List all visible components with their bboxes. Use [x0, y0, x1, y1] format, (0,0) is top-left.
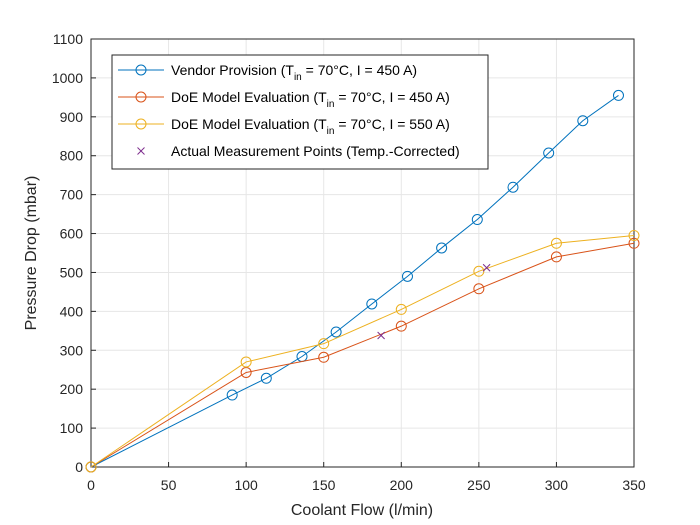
x-tick-label: 0 [87, 477, 95, 493]
legend-item: DoE Model Evaluation (Tin = 70°C, I = 55… [118, 116, 450, 137]
legend-label-subscript: in [294, 72, 302, 83]
legend-marker [135, 64, 147, 76]
data-point [628, 237, 640, 249]
data-point [240, 366, 252, 378]
legend: Vendor Provision (Tin = 70°C, I = 450 A)… [111, 54, 489, 170]
y-tick-label: 0 [75, 459, 83, 475]
series-3 [85, 229, 640, 473]
legend-item: Vendor Provision (Tin = 70°C, I = 450 A) [118, 62, 417, 83]
x-tick-label: 300 [545, 477, 569, 493]
y-tick-label: 600 [60, 226, 84, 242]
data-point [395, 303, 407, 315]
legend-label-part: DoE Model Evaluation (T [171, 116, 327, 132]
y-tick-label: 900 [60, 109, 84, 125]
x-tick-label: 100 [234, 477, 258, 493]
legend-label-part: = 70°C, I = 450 A) [302, 62, 417, 78]
legend-marker [135, 118, 147, 130]
data-point [240, 356, 252, 368]
marker-stroke [377, 331, 385, 340]
data-point [401, 270, 413, 282]
legend-marker [135, 91, 147, 103]
data-point [507, 181, 519, 193]
y-tick-label: 1100 [53, 31, 83, 47]
data-point [482, 263, 491, 272]
legend-marker [137, 147, 145, 155]
x-axis-label: Coolant Flow (l/min) [291, 502, 433, 519]
x-tick-label: 50 [161, 477, 177, 493]
marker-stroke [482, 263, 491, 272]
legend-label: DoE Model Evaluation (Tin = 70°C, I = 45… [171, 89, 450, 110]
series-line [90, 242, 635, 468]
data-point [366, 298, 378, 310]
data-point [543, 147, 555, 159]
y-tick-label: 400 [60, 303, 84, 319]
data-point [471, 214, 483, 226]
series-line [90, 234, 635, 468]
data-point [577, 115, 589, 127]
data-point [628, 229, 640, 241]
legend-item: Actual Measurement Points (Temp.-Correct… [137, 143, 460, 159]
legend-box [111, 54, 489, 170]
marker-stroke [137, 147, 145, 155]
legend-label: Actual Measurement Points (Temp.-Correct… [171, 143, 460, 159]
data-point [550, 237, 562, 249]
series-1 [85, 89, 624, 473]
y-tick-label: 500 [60, 264, 84, 280]
y-tick-label: 800 [60, 148, 84, 164]
data-point [612, 89, 624, 101]
legend-label: Vendor Provision (Tin = 70°C, I = 450 A) [171, 62, 417, 83]
axis-ticks: 0 50 100 150 200 250 300 350 0 100 200 300 400 500 600… [52, 31, 646, 493]
legend-label-subscript: in [327, 126, 335, 137]
x-tick-label: 350 [622, 477, 646, 493]
series-group [85, 89, 640, 473]
data-point [330, 326, 342, 338]
y-tick-label: 100 [60, 420, 84, 436]
series-4 [377, 263, 491, 340]
legend-label-part: = 70°C, I = 550 A) [334, 116, 449, 132]
y-tick-label: 700 [60, 187, 84, 203]
y-axis-label: Pressure Drop (mbar) [23, 176, 40, 331]
legend-label-part: Actual Measurement Points (Temp.-Correct… [171, 143, 460, 159]
data-point [473, 283, 485, 295]
x-tick-label: 250 [467, 477, 491, 493]
data-point [377, 331, 385, 340]
legend-label-part: = 70°C, I = 450 A) [334, 89, 449, 105]
data-point [318, 351, 330, 363]
x-tick-label: 200 [390, 477, 414, 493]
data-point [473, 265, 485, 277]
data-point [226, 389, 238, 401]
y-tick-label: 300 [60, 342, 84, 358]
data-point [318, 338, 330, 350]
data-point [395, 320, 407, 332]
data-point [85, 461, 97, 473]
data-point [550, 251, 562, 263]
legend-item: DoE Model Evaluation (Tin = 70°C, I = 45… [118, 89, 450, 110]
legend-label-subscript: in [327, 99, 335, 110]
legend-label: DoE Model Evaluation (Tin = 70°C, I = 55… [171, 116, 450, 137]
plot-frame [90, 38, 635, 468]
data-point [436, 242, 448, 254]
legend-label-part: Vendor Provision (T [171, 62, 294, 78]
y-tick-label: 200 [60, 381, 84, 397]
data-point [260, 372, 272, 384]
series-line [90, 95, 619, 468]
x-tick-label: 150 [312, 477, 336, 493]
y-tick-label: 1000 [52, 70, 83, 86]
legend-label-part: DoE Model Evaluation (T [171, 89, 327, 105]
